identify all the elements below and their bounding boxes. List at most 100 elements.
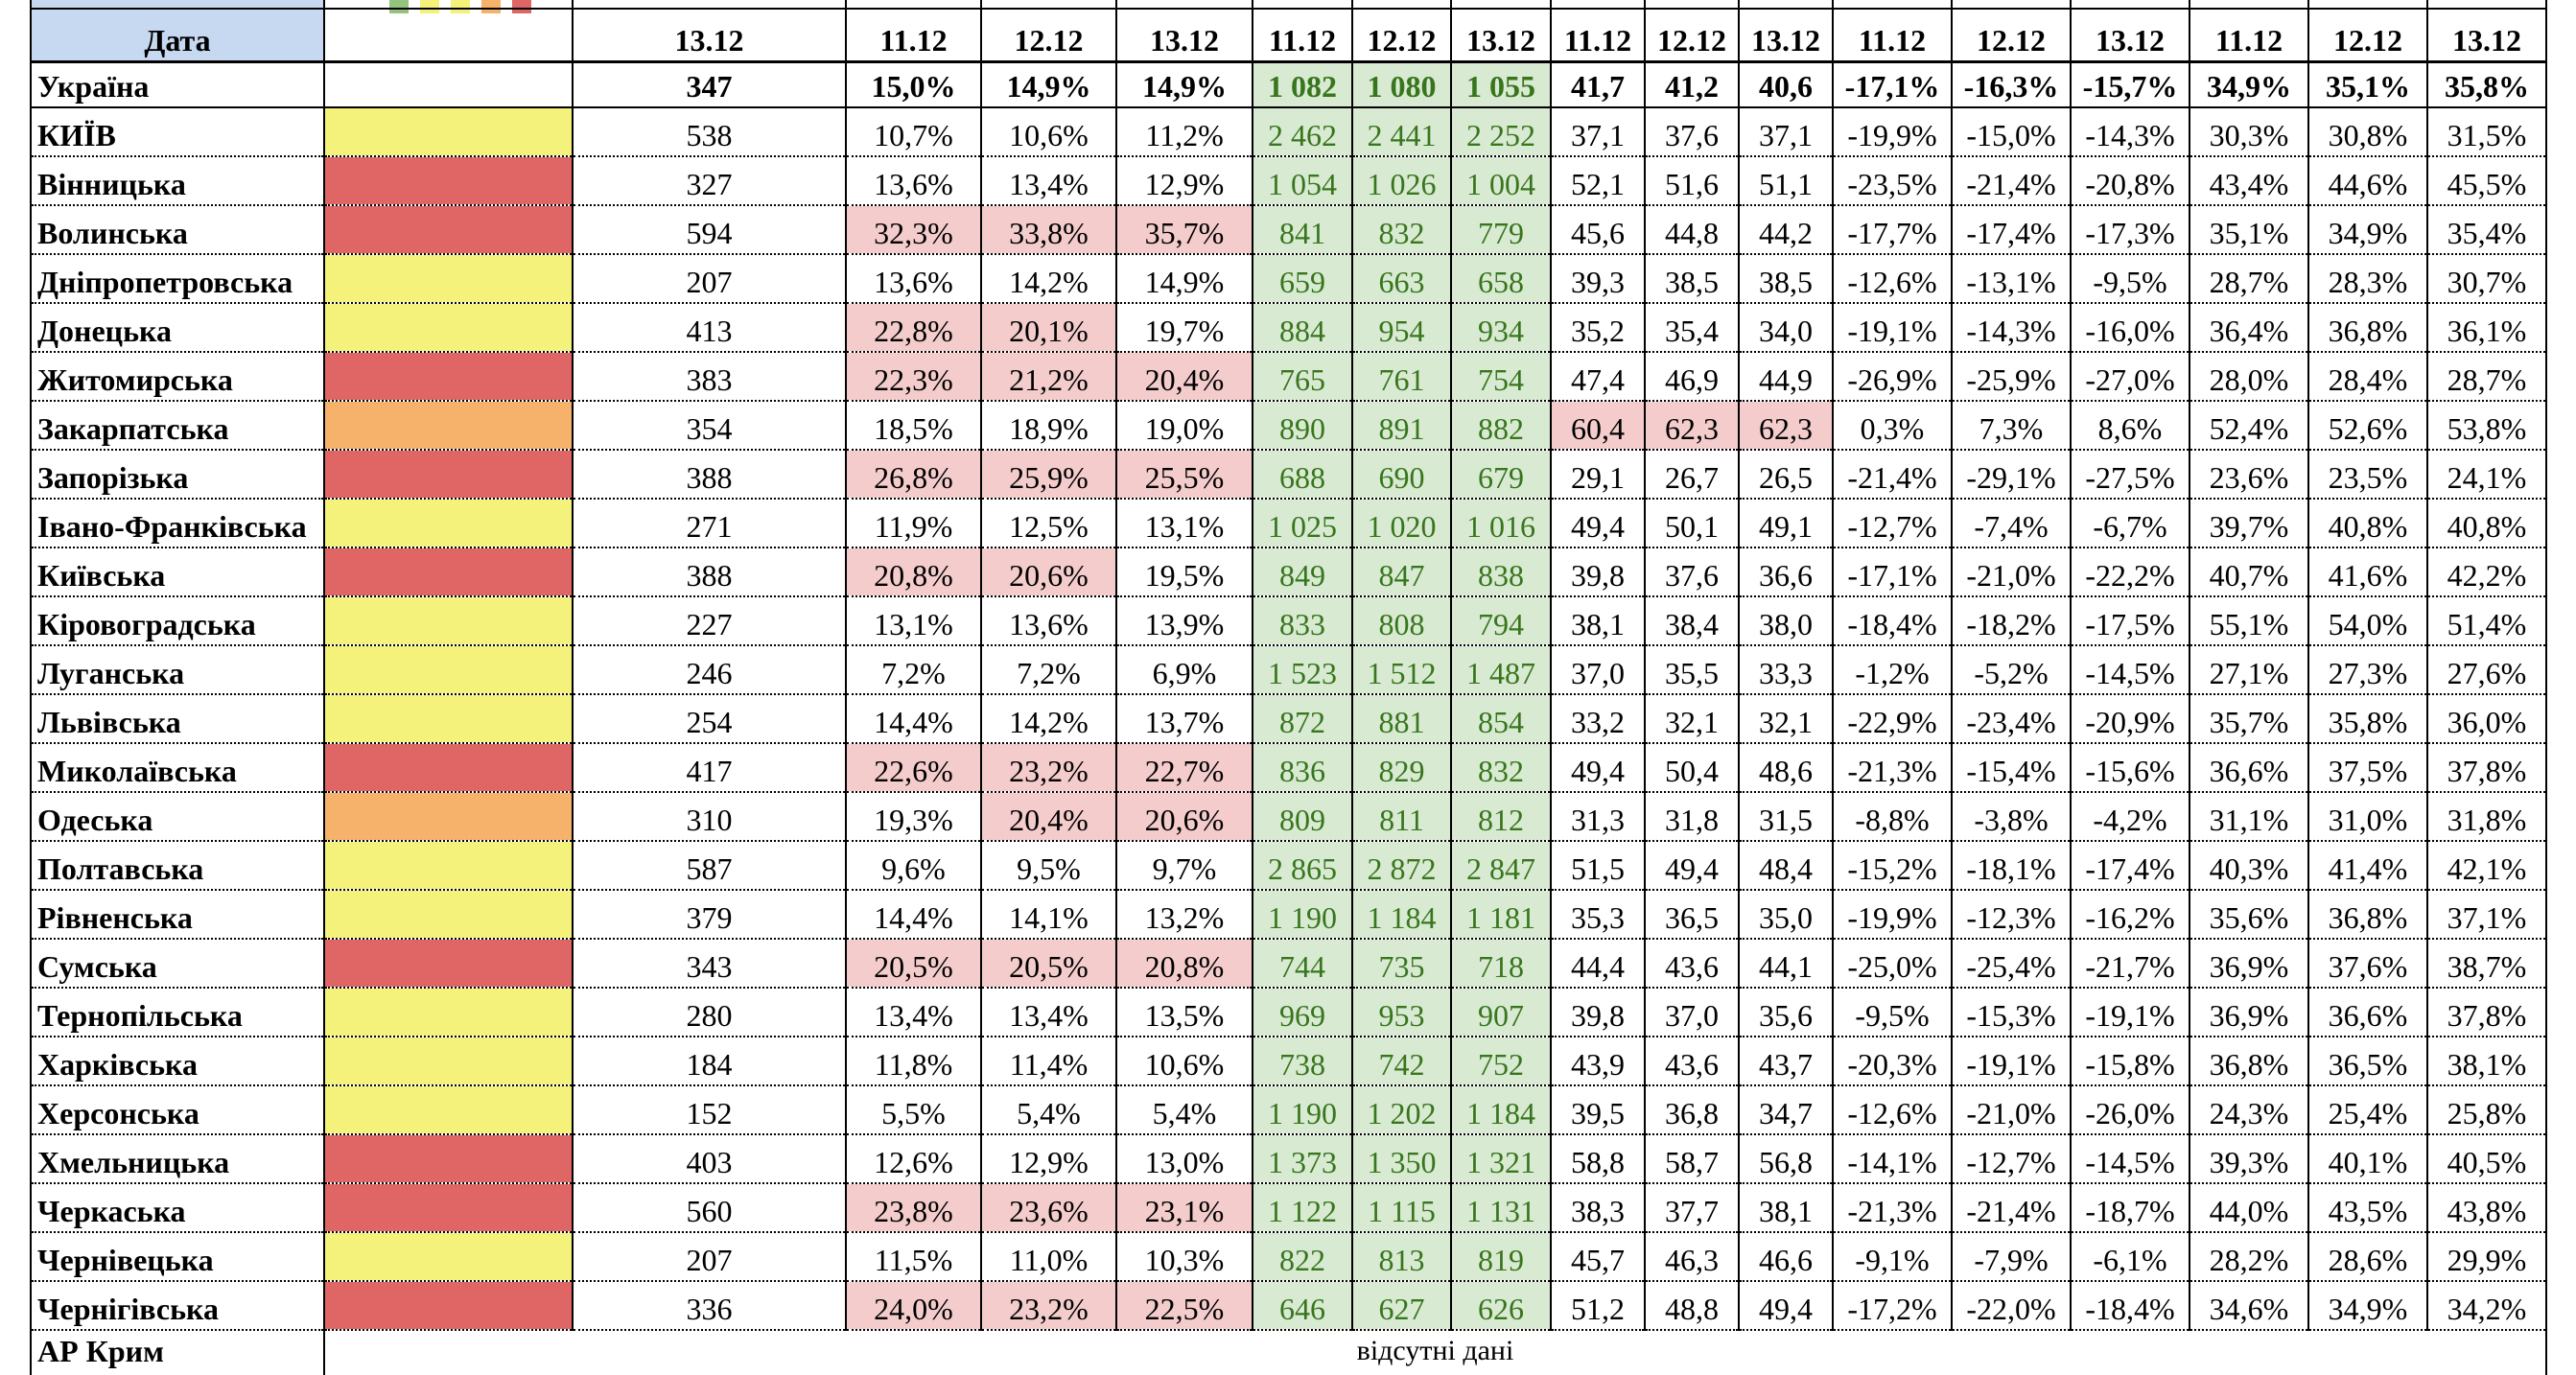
value-cell: 36,5% [2307,1037,2428,1086]
value-cell: 14,2% [980,694,1117,744]
value-cell: 40,5% [2426,1134,2547,1184]
value-cell: 13,5% [1115,988,1253,1037]
value-cell: 254 [572,694,847,744]
header-cell [1644,0,1740,10]
value-cell: -21,0% [1951,548,2072,597]
region-row: Сумська 343 20,5% 20,5% 20,8% 744 735 718 44,4 43… [30,939,2547,989]
value-cell: 2 872 [1351,841,1452,891]
value-cell: 27,1% [2189,645,2309,695]
value-cell: 37,8% [2426,988,2547,1037]
value-cell: 51,2 [1550,1281,1646,1331]
value-cell: 11,4% [980,1037,1117,1086]
region-name: Вінницька [30,156,325,206]
value-cell: -27,0% [2070,352,2190,402]
value-cell: -25,0% [1832,939,1953,989]
value-cell: 19,5% [1115,548,1253,597]
value-cell: -5,2% [1951,645,2072,695]
value-cell: 42,2% [2426,548,2547,597]
value-cell: 28,3% [2307,254,2428,304]
value-cell: -15,4% [1951,743,2072,793]
value-cell: -7,4% [1951,499,2072,548]
value-cell: 35,3 [1550,890,1646,940]
value-cell: 37,7 [1644,1183,1740,1233]
value-cell: 44,0% [2189,1183,2309,1233]
value-cell: 10,3% [1115,1232,1253,1282]
value-cell: 19,7% [1115,303,1253,353]
value-cell: 32,1 [1738,694,1834,744]
value-cell: 38,4 [1644,596,1740,646]
value-cell: 13,4% [845,988,982,1037]
value-cell: 594 [572,205,847,255]
value-cell: 11,8% [845,1037,982,1086]
value-cell: 847 [1351,548,1452,597]
region-name: Луганська [30,645,325,695]
value-cell: 34,0 [1738,303,1834,353]
header-cell [1115,0,1253,10]
value-cell: 808 [1351,596,1452,646]
region-name: Хмельницька [30,1134,325,1184]
value-cell: 5,4% [1115,1085,1253,1135]
value-cell: 15,0% [845,61,982,108]
region-name: Харківська [30,1037,325,1086]
value-cell: 44,9 [1738,352,1834,402]
region-name: Україна [30,61,325,108]
region-row: Запорізька 388 26,8% 25,9% 25,5% 688 690 679 29,… [30,450,2547,500]
value-cell: 49,1 [1738,499,1834,548]
value-cell: 47,4 [1550,352,1646,402]
value-cell: 20,4% [980,792,1117,842]
region-row: Луганська 246 7,2% 7,2% 6,9% 1 523 1 512 1 487 3… [30,645,2547,695]
value-cell: 34,6% [2189,1281,2309,1331]
value-cell: 25,9% [980,450,1117,500]
value-cell: 11,5% [845,1232,982,1282]
value-cell: 1 190 [1252,1085,1353,1135]
value-cell: 819 [1450,1232,1552,1282]
region-name: Чернівецька [30,1232,325,1282]
value-cell: 2 252 [1450,107,1552,157]
value-cell: 37,1 [1550,107,1646,157]
header-cell [2070,0,2190,10]
value-cell: 688 [1252,450,1353,500]
value-cell: -14,3% [1951,303,2072,353]
value-cell: 659 [1252,254,1353,304]
header-cell [323,9,574,63]
value-cell: 1 523 [1252,645,1353,695]
header-cell [1550,0,1646,10]
date-header: 13.12 [2070,9,2190,63]
zone-cell [323,1281,574,1331]
date-header: 12.12 [1351,9,1452,63]
value-cell: 1 055 [1450,61,1552,108]
value-cell: 18,9% [980,401,1117,451]
region-name: Закарпатська [30,401,325,451]
date-header: 12.12 [2307,9,2428,63]
value-cell: 14,9% [1115,61,1253,108]
header-cell [572,0,847,10]
value-cell: -20,3% [1832,1037,1953,1086]
region-row: Полтавська 587 9,6% 9,5% 9,7% 2 865 2 872 2 847… [30,841,2547,891]
value-cell: 28,0% [2189,352,2309,402]
value-cell: 849 [1252,548,1353,597]
value-cell: 829 [1351,743,1452,793]
value-cell: 35,8% [2426,61,2547,108]
value-cell: 7,3% [1951,401,2072,451]
value-cell: -3,8% [1951,792,2072,842]
value-cell: 8,6% [2070,401,2190,451]
value-cell: 690 [1351,450,1452,500]
value-cell: 28,4% [2307,352,2428,402]
value-cell: -18,1% [1951,841,2072,891]
value-cell: 36,9% [2189,988,2309,1037]
value-cell: -18,2% [1951,596,2072,646]
value-cell: -17,1% [1832,548,1953,597]
value-cell: 13,6% [845,156,982,206]
footer-note: відсутні дані [323,1330,2547,1375]
region-name: Житомирська [30,352,325,402]
value-cell: 343 [572,939,847,989]
value-cell: 336 [572,1281,847,1331]
value-cell: 809 [1252,792,1353,842]
value-cell: 841 [1252,205,1353,255]
value-cell: 49,4 [1644,841,1740,891]
value-cell: 1 026 [1351,156,1452,206]
value-cell: -22,0% [1951,1281,2072,1331]
value-cell: 12,9% [1115,156,1253,206]
value-cell: 327 [572,156,847,206]
